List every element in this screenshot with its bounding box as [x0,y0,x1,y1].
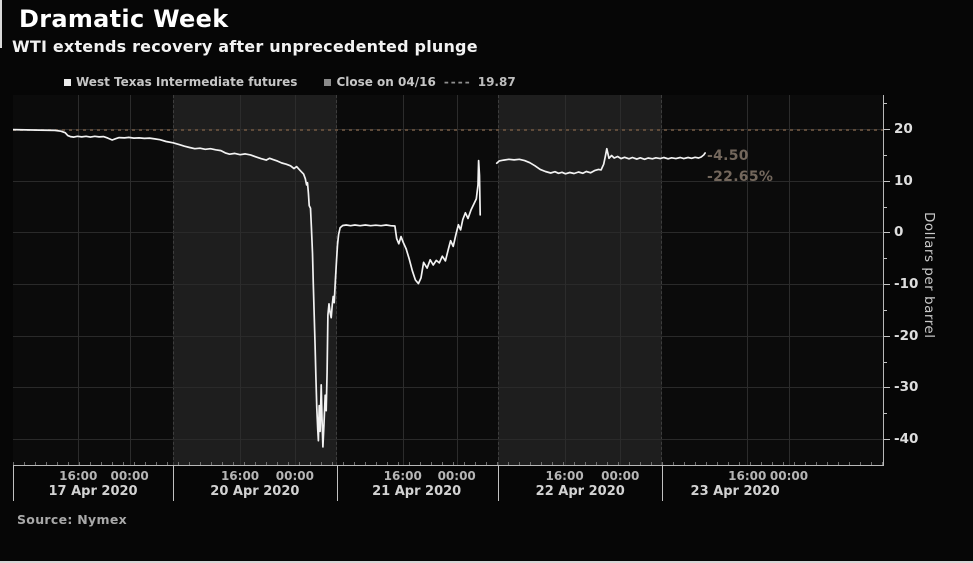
y-axis-minor-tick [884,413,887,415]
page-title: Dramatic Week [19,5,229,33]
grid-line-horizontal [13,232,883,234]
grid-line-horizontal [13,284,883,286]
y-axis-tick-label: 0 [894,224,904,241]
x-axis-minor-ticks [13,462,884,465]
x-axis-time-label: 16:00 [59,469,98,483]
y-axis-minor-tick [884,154,887,156]
series-marker-icon [64,78,71,86]
screenshot-edge [0,0,2,48]
x-axis-date-label: 20 Apr 2020 [210,484,300,499]
legend-close-value: 19.87 [477,75,516,89]
x-axis-day-boundary-tick [173,465,175,501]
x-axis-date-label: 22 Apr 2020 [535,484,625,499]
legend-series-label: West Texas Intermediate futures [76,75,298,89]
y-axis-title: Dollars per barrel [921,212,937,339]
y-axis-major-tick [884,439,890,441]
y-axis-minor-tick [884,258,887,260]
grid-line-vertical [747,95,749,465]
y-axis-minor-tick [884,206,887,208]
grid-line-vertical [620,95,622,465]
grid-line-horizontal [13,335,883,337]
x-axis-time-label: 00:00 [769,469,809,483]
grid-line-vertical [789,95,791,465]
price-line [13,128,482,448]
grid-line-vertical [456,95,458,465]
y-axis-major-tick [884,284,890,286]
grid-line-vertical [240,95,242,465]
x-axis-time-label: 16:00 [545,469,584,483]
legend: West Texas Intermediate futures Close on… [64,75,516,89]
y-axis-tick-label: -10 [894,276,919,293]
grid-line-vertical [294,95,296,465]
y-axis-major-tick [884,129,890,131]
source-label: Source: Nymex [17,512,127,527]
y-axis-tick-label: 20 [894,121,913,138]
plot-area: -4.50 -22.65% [13,95,883,465]
price-line [495,147,706,175]
shaded-day-band [497,95,662,465]
y-axis-major-tick [884,180,890,182]
x-axis-time-label: 00:00 [110,469,149,483]
y-axis-minor-tick [884,103,887,105]
x-axis-time-label: 16:00 [728,469,767,483]
x-axis-day-boundary-tick [662,465,664,501]
x-axis-date-label: 17 Apr 2020 [48,484,138,499]
x-axis-day-boundary-tick [13,465,14,501]
x-axis-date-label: 23 Apr 2020 [690,484,780,499]
grid-line-vertical [129,95,131,465]
legend-close-label: Close on 04/16 [336,75,436,89]
x-axis-date-label: 21 Apr 2020 [372,484,462,499]
x-axis-day-boundary-tick [336,465,338,501]
x-axis-day-boundary-tick [497,465,499,501]
grid-line-vertical [78,95,80,465]
close-marker-icon [324,78,332,86]
close-line-dash-icon: ---- [443,75,472,89]
last-price-pct-change-label: -22.65% [707,169,774,185]
x-axis-time-label: 16:00 [220,469,260,483]
grid-line-horizontal [13,387,883,389]
x-axis-time-label: 00:00 [275,469,314,483]
grid-line-vertical [564,95,566,465]
x-axis-line [13,465,884,466]
y-axis-tick-label: -40 [894,431,919,448]
y-axis-tick-label: -20 [894,327,919,344]
y-axis-minor-tick [884,361,887,363]
x-axis-time-label: 16:00 [383,469,422,483]
y-axis-tick-label: -30 [894,379,919,396]
y-axis-tick-label: 10 [894,172,913,189]
y-axis-minor-tick [884,309,887,311]
grid-line-horizontal [13,439,883,441]
grid-line-vertical [402,95,404,465]
last-price-change-label: -4.50 [707,148,749,164]
grid-line-horizontal [13,180,883,182]
y-axis-major-tick [884,232,890,234]
chart-subtitle: WTI extends recovery after unprecedented… [12,37,478,56]
y-axis-major-tick [884,387,890,389]
y-axis-major-tick [884,335,890,337]
x-axis-time-label: 00:00 [601,469,640,483]
y-axis-line [883,95,884,466]
price-line-svg [13,128,706,448]
x-axis-time-label: 00:00 [437,469,476,483]
close-reference-line [13,128,883,131]
